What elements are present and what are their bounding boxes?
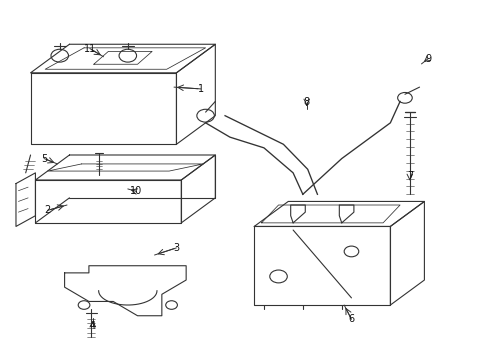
Text: 10: 10: [130, 186, 142, 197]
Text: 11: 11: [83, 44, 96, 54]
Text: 3: 3: [173, 243, 179, 253]
Text: 9: 9: [425, 54, 430, 64]
Text: 1: 1: [197, 84, 203, 94]
Text: 7: 7: [406, 171, 412, 181]
Text: 2: 2: [44, 205, 51, 215]
Text: 8: 8: [303, 97, 309, 107]
Text: 4: 4: [90, 321, 96, 331]
Text: 6: 6: [347, 314, 354, 324]
Text: 5: 5: [41, 154, 47, 163]
